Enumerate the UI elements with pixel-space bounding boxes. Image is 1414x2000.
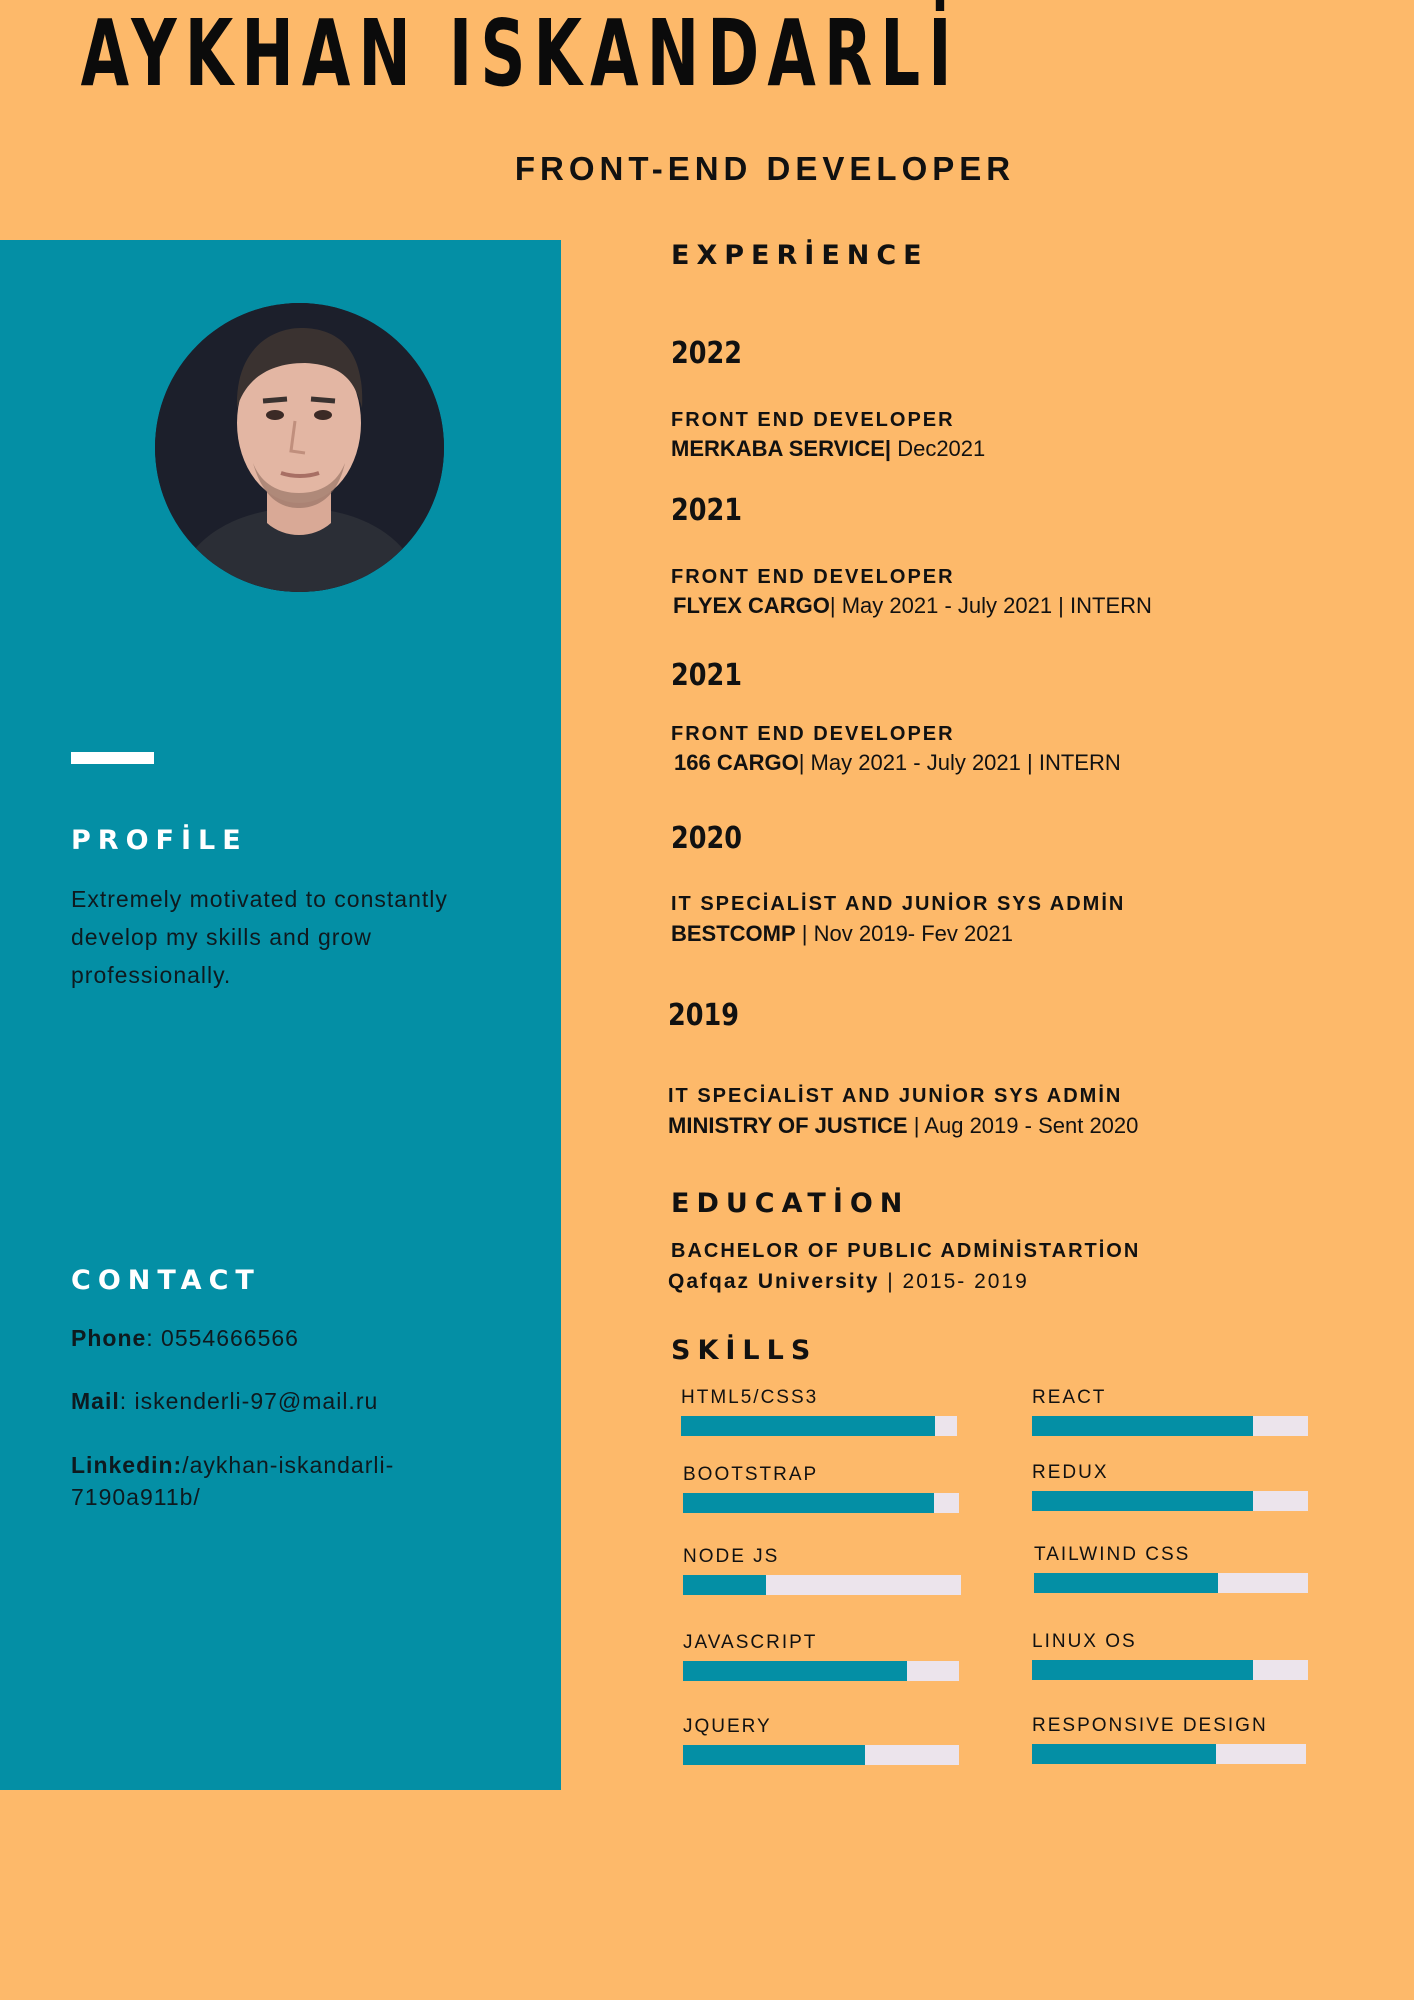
experience-company-line: MERKABA SERVICE| Dec2021 <box>671 436 985 462</box>
experience-company: MERKABA SERVICE| <box>671 436 892 461</box>
skill-label: REACT <box>1032 1387 1107 1408</box>
linkedin-value[interactable]: /aykhan-iskandarli-7190a911b/ <box>71 1452 395 1510</box>
education-school: Qafqaz University <box>668 1270 880 1293</box>
linkedin-label: Linkedin: <box>71 1452 183 1478</box>
experience-title: FRONT END DEVELOPER <box>671 566 955 588</box>
profile-summary: Extremely motivated to constantly develo… <box>71 886 448 988</box>
skill-bar <box>1032 1660 1308 1680</box>
experience-title: IT SPECİALİST AND JUNİOR SYS ADMİN <box>668 1085 1123 1107</box>
skill-item: REACT <box>1032 1386 1312 1436</box>
skill-bar <box>683 1661 959 1681</box>
skill-bar-fill <box>683 1493 935 1513</box>
contact-phone: Phone: 0554666566 <box>71 1322 491 1354</box>
experience-details: | May 2021 - July 2021 | INTERN <box>798 750 1121 775</box>
skill-label: NODE JS <box>683 1546 780 1567</box>
skill-bar-fill <box>683 1745 866 1765</box>
contact-linkedin: Linkedin:/aykhan-iskandarli-7190a911b/ <box>71 1449 491 1513</box>
skill-label: BOOTSTRAP <box>683 1464 819 1485</box>
skill-label: JAVASCRIPT <box>683 1632 818 1653</box>
skill-item: REDUX <box>1032 1461 1312 1511</box>
experience-company: BESTCOMP <box>671 921 796 946</box>
candidate-name: AYKHAN ISKANDARLİ <box>80 0 960 107</box>
experience-company: FLYEX CARGO <box>673 593 830 618</box>
experience-year: 2020 <box>671 821 742 856</box>
skill-bar <box>1034 1573 1308 1593</box>
skill-label: JQUERY <box>683 1716 772 1737</box>
skill-item: TAILWIND CSS <box>1034 1543 1314 1593</box>
skill-bar-fill <box>681 1416 935 1436</box>
skill-bar-fill <box>1032 1660 1253 1680</box>
skill-bar <box>683 1575 961 1595</box>
experience-year: 2022 <box>671 336 742 371</box>
experience-title: FRONT END DEVELOPER <box>671 723 955 745</box>
skill-item: NODE JS <box>683 1545 963 1595</box>
education-degree: BACHELOR OF PUBLIC ADMİNİSTARTİON <box>671 1240 1141 1262</box>
mail-label: Mail <box>71 1388 120 1414</box>
phone-label: Phone <box>71 1325 147 1351</box>
portrait-illustration <box>155 303 444 592</box>
skill-bar-fill <box>1032 1744 1216 1764</box>
experience-company-line: FLYEX CARGO| May 2021 - July 2021 | INTE… <box>673 593 1152 619</box>
experience-details: Dec2021 <box>891 436 986 461</box>
experience-title: FRONT END DEVELOPER <box>671 409 955 431</box>
contact-heading: CONTACT <box>71 1265 261 1296</box>
sidebar-divider <box>71 752 154 764</box>
skill-label: REDUX <box>1032 1462 1109 1483</box>
mail-value[interactable]: : iskenderli-97@mail.ru <box>119 1388 379 1414</box>
skill-label: RESPONSIVE DESIGN <box>1032 1715 1268 1736</box>
skill-bar <box>1032 1744 1306 1764</box>
skill-bar <box>681 1416 957 1436</box>
skill-item: JQUERY <box>683 1715 963 1765</box>
skills-heading: SKİLLS <box>671 1335 818 1366</box>
phone-value: : 0554666566 <box>146 1325 299 1351</box>
experience-year: 2021 <box>671 658 742 693</box>
skill-bar-fill <box>1032 1416 1253 1436</box>
skill-item: LINUX OS <box>1032 1630 1312 1680</box>
skill-bar-fill <box>683 1661 907 1681</box>
experience-details: | Aug 2019 - Sent 2020 <box>907 1113 1139 1138</box>
experience-details: | Nov 2019- Fev 2021 <box>795 921 1013 946</box>
experience-details: | May 2021 - July 2021 | INTERN <box>829 593 1152 618</box>
skill-bar-fill <box>1032 1491 1253 1511</box>
experience-company-line: BESTCOMP | Nov 2019- Fev 2021 <box>671 921 1013 947</box>
skill-item: JAVASCRIPT <box>683 1631 963 1681</box>
skill-bar-fill <box>683 1575 767 1595</box>
skill-label: TAILWIND CSS <box>1034 1544 1191 1565</box>
skill-bar <box>683 1493 959 1513</box>
skill-bar <box>1032 1491 1308 1511</box>
education-line: Qafqaz University | 2015- 2019 <box>668 1270 1029 1294</box>
education-heading: EDUCATİON <box>671 1188 910 1219</box>
job-role: FRONT-END DEVELOPER <box>514 150 1016 187</box>
profile-photo <box>155 303 444 592</box>
experience-year: 2019 <box>668 998 739 1033</box>
experience-title: IT SPECİALİST AND JUNİOR SYS ADMİN <box>671 893 1126 915</box>
experience-company-line: 166 CARGO| May 2021 - July 2021 | INTERN <box>674 750 1121 776</box>
profile-heading: PROFİLE <box>71 825 248 856</box>
skill-item: BOOTSTRAP <box>683 1463 963 1513</box>
experience-company: MINISTRY OF JUSTICE <box>668 1113 908 1138</box>
education-years: | 2015- 2019 <box>879 1270 1029 1293</box>
contact-mail: Mail: iskenderli-97@mail.ru <box>71 1385 491 1417</box>
skill-bar <box>1032 1416 1308 1436</box>
skill-label: HTML5/CSS3 <box>681 1387 819 1408</box>
skill-bar <box>683 1745 959 1765</box>
skill-item: RESPONSIVE DESIGN <box>1032 1714 1312 1764</box>
skill-bar-fill <box>1034 1573 1218 1593</box>
experience-company-line: MINISTRY OF JUSTICE | Aug 2019 - Sent 20… <box>668 1113 1138 1139</box>
experience-company: 166 CARGO <box>674 750 799 775</box>
skill-label: LINUX OS <box>1032 1631 1137 1652</box>
experience-heading: EXPERİENCE <box>671 240 929 271</box>
experience-year: 2021 <box>671 493 742 528</box>
skill-item: HTML5/CSS3 <box>681 1386 961 1436</box>
